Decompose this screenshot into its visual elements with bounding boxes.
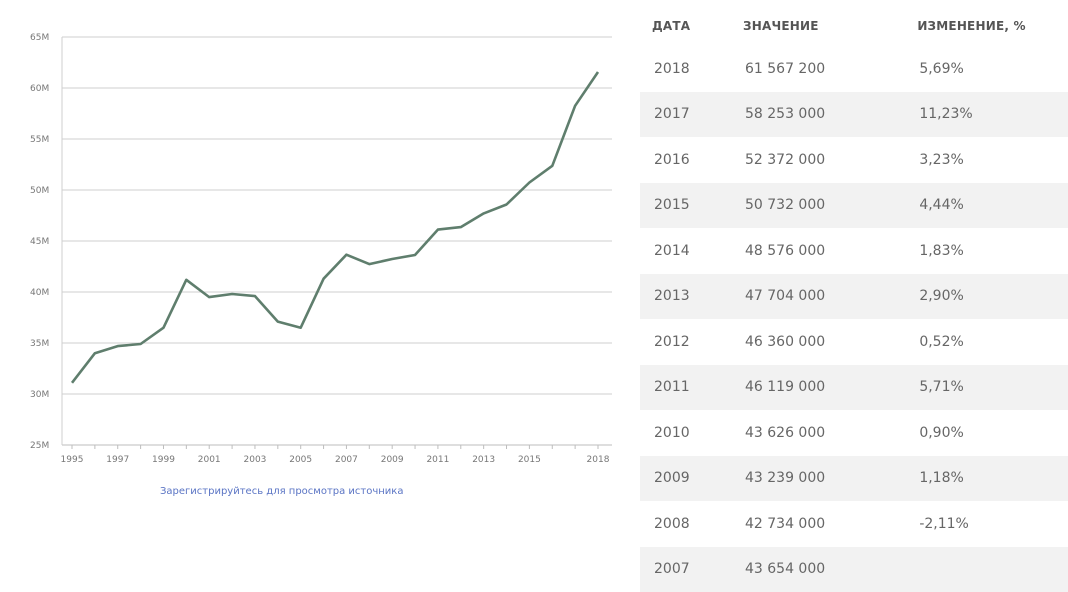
cell-change: 2,90% xyxy=(905,274,1068,320)
y-tick-label: 40M xyxy=(30,288,49,298)
header-date: ДАТА xyxy=(640,6,731,46)
x-tick-label: 2013 xyxy=(472,455,495,465)
cell-date: 2017 xyxy=(640,92,731,138)
cell-date: 2009 xyxy=(640,456,731,502)
source-link[interactable]: Зарегистрируйтесь для просмотра источник… xyxy=(160,486,403,497)
x-tick-label: 2003 xyxy=(244,455,267,465)
cell-date: 2014 xyxy=(640,228,731,274)
x-tick-label: 1997 xyxy=(106,455,129,465)
cell-date: 2015 xyxy=(640,183,731,229)
x-tick-label: 2001 xyxy=(198,455,221,465)
y-tick-label: 25M xyxy=(30,441,49,451)
cell-value: 50 732 000 xyxy=(731,183,905,229)
cell-value: 43 626 000 xyxy=(731,410,905,456)
x-axis-ticks: 1995 1997 1999 2001 2003 2005 2007 2009 2011 2013… xyxy=(61,445,610,465)
cell-change: 11,23% xyxy=(905,92,1068,138)
cell-value: 48 576 000 xyxy=(731,228,905,274)
cell-value: 46 360 000 xyxy=(731,319,905,365)
cell-value: 43 239 000 xyxy=(731,456,905,502)
cell-value: 42 734 000 xyxy=(731,501,905,547)
chart-svg: 25M 30M 35M 40M 45M 50M 55M 60M 65M 1995 1997 1999… xyxy=(0,0,630,480)
x-tick-label: 2007 xyxy=(335,455,358,465)
x-tick-label: 2009 xyxy=(381,455,404,465)
y-tick-label: 65M xyxy=(30,33,49,43)
y-tick-label: 35M xyxy=(30,339,49,349)
y-tick-label: 60M xyxy=(30,84,49,94)
cell-value: 47 704 000 xyxy=(731,274,905,320)
cell-date: 2008 xyxy=(640,501,731,547)
cell-date: 2012 xyxy=(640,319,731,365)
cell-change: -2,11% xyxy=(905,501,1068,547)
grid-lines xyxy=(62,37,612,445)
x-tick-label: 2015 xyxy=(518,455,541,465)
y-tick-label: 30M xyxy=(30,390,49,400)
y-tick-label: 45M xyxy=(30,237,49,247)
x-tick-label: 2011 xyxy=(426,455,449,465)
cell-value: 46 119 000 xyxy=(731,365,905,411)
cell-date: 2007 xyxy=(640,547,731,592)
cell-date: 2011 xyxy=(640,365,731,411)
cell-change: 0,90% xyxy=(905,410,1068,456)
cell-change: 5,71% xyxy=(905,365,1068,411)
header-change: ИЗМЕНЕНИЕ, % xyxy=(905,6,1068,46)
series-line xyxy=(72,72,598,383)
table-header-row: ДАТА ЗНАЧЕНИЕ ИЗМЕНЕНИЕ, % xyxy=(640,6,1068,46)
cell-date: 2018 xyxy=(640,46,731,92)
header-value: ЗНАЧЕНИЕ xyxy=(731,6,905,46)
y-tick-label: 50M xyxy=(30,186,49,196)
cell-date: 2016 xyxy=(640,137,731,183)
cell-change: 5,69% xyxy=(905,46,1068,92)
cell-change: 4,44% xyxy=(905,183,1068,229)
x-tick-label: 1999 xyxy=(152,455,175,465)
cell-value: 58 253 000 xyxy=(731,92,905,138)
x-tick-label: 2005 xyxy=(289,455,312,465)
cell-change: 1,18% xyxy=(905,456,1068,502)
line-chart: 25M 30M 35M 40M 45M 50M 55M 60M 65M 1995 1997 1999… xyxy=(0,0,630,579)
series-lines xyxy=(72,72,598,383)
x-tick-label: 2018 xyxy=(587,455,610,465)
cell-change xyxy=(905,547,1068,592)
cell-date: 2013 xyxy=(640,274,731,320)
x-tick-label: 1995 xyxy=(61,455,84,465)
cell-date: 2010 xyxy=(640,410,731,456)
y-axis-ticks: 25M 30M 35M 40M 45M 50M 55M 60M 65M xyxy=(30,33,49,451)
cell-value: 43 654 000 xyxy=(731,547,905,592)
cell-change: 0,52% xyxy=(905,319,1068,365)
cell-change: 1,83% xyxy=(905,228,1068,274)
cell-value: 52 372 000 xyxy=(731,137,905,183)
y-tick-label: 55M xyxy=(30,135,49,145)
cell-change: 3,23% xyxy=(905,137,1068,183)
cell-value: 61 567 200 xyxy=(731,46,905,92)
